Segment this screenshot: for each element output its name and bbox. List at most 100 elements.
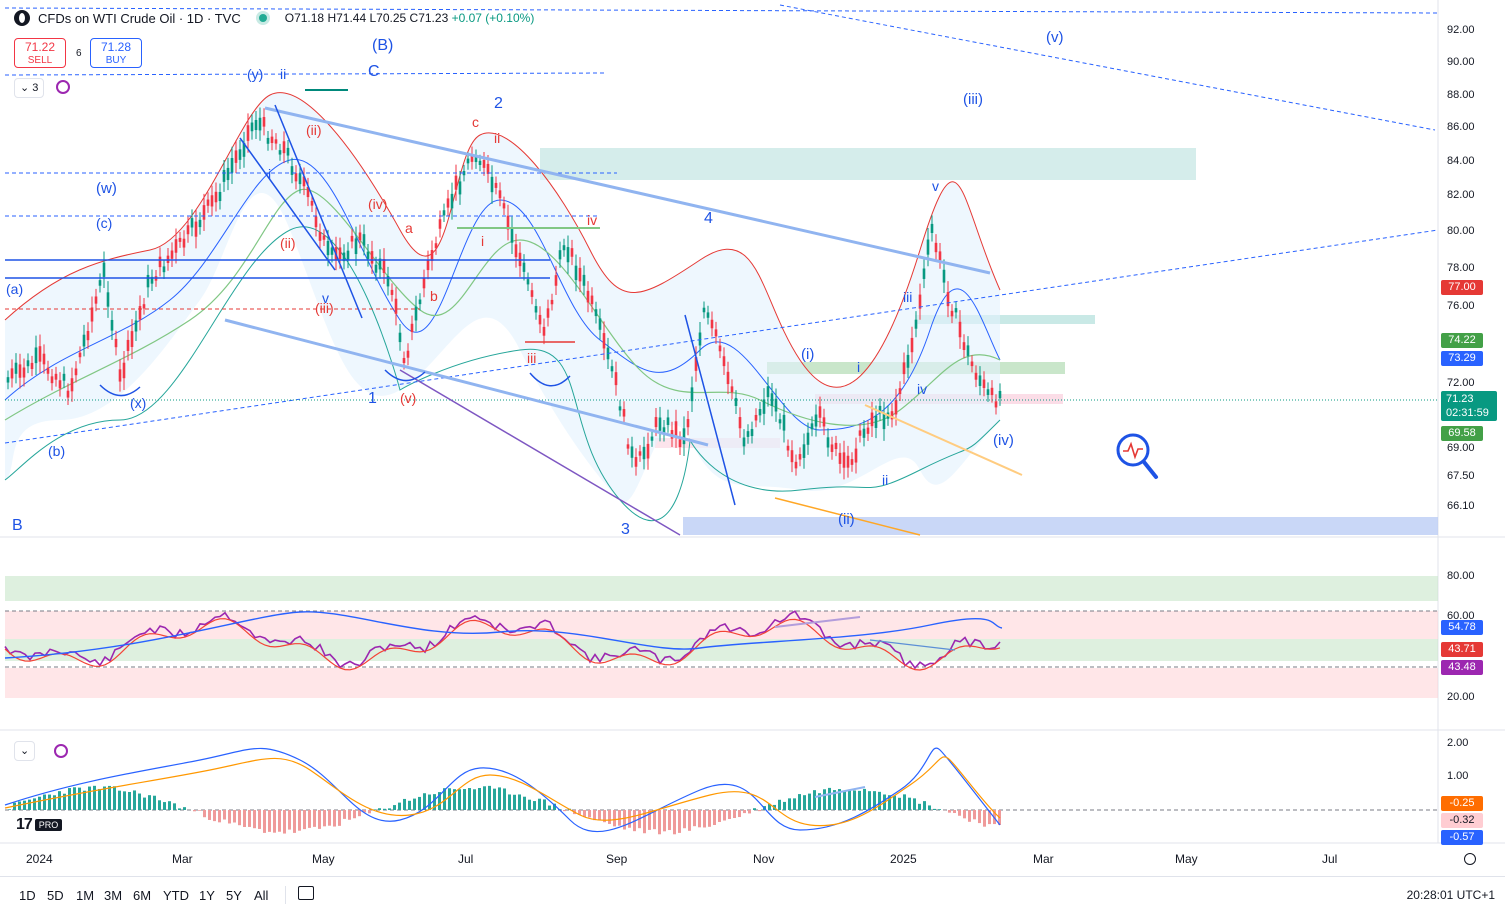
candle-body [47,368,50,374]
candle-body [131,331,134,347]
candle-body [163,266,166,272]
candle-body [99,280,102,286]
macd-bar [513,795,516,810]
macd-bar [238,810,241,825]
candle-body [467,159,470,164]
sell-button[interactable]: 71.22 SELL [14,38,66,68]
candle-body [583,275,586,286]
macd-bar [563,810,566,811]
macd-bar [783,802,786,810]
buy-price: 71.28 [91,40,141,54]
symbol-title[interactable]: CFDs on WTI Crude Oil · 1D · TVC [38,11,241,26]
candle-body [367,252,370,259]
rsi-signal-badge: 43.71 [1441,642,1483,657]
candle-body [715,329,718,336]
macd-bar [263,810,266,833]
timeframe-1m[interactable]: 1M [76,888,94,903]
rsi-axis-label: 20.00 [1447,691,1475,703]
macd-collapse-toggle[interactable]: ⌄ [14,741,35,761]
timeframe-ytd[interactable]: YTD [163,888,189,903]
refresh-icon[interactable] [56,80,70,94]
candle-body [779,419,782,423]
candle-body [231,158,234,173]
date-axis-label: Jul [458,852,473,866]
candle-body [103,263,106,277]
macd-bar [378,808,381,810]
candle-body [139,306,142,320]
buy-button[interactable]: 71.28 BUY [90,38,142,68]
candle-body [287,148,290,156]
timeframe-5y[interactable]: 5Y [226,888,242,903]
candle-body [495,183,498,188]
macd-bar [968,810,971,822]
macd-bar [73,787,76,810]
date-range-icon[interactable] [298,886,314,900]
candle-body [571,248,574,257]
candle-body [119,369,122,381]
macd-bar [493,789,496,810]
macd-bar [858,791,861,810]
candle-body [523,263,526,272]
candle-body [839,453,842,464]
macd-bar [863,789,866,810]
candle-body [683,428,686,444]
macd-bar [478,788,481,810]
wave-label: i [268,166,271,182]
macd-bar [958,810,961,816]
timeframe-6m[interactable]: 6M [133,888,151,903]
macd-bar [503,788,506,810]
macd-bar [878,792,881,810]
timeframe-5d[interactable]: 5D [47,888,64,903]
macd-bar [533,801,536,810]
wave-label: (b) [48,443,65,459]
macd-bar [698,810,701,827]
macd-bar [183,807,186,810]
macd-bar [283,810,286,834]
candle-body [31,363,34,369]
timeframe-3m[interactable]: 3M [104,888,122,903]
wave-label: 4 [704,210,713,228]
macd-bar [703,810,706,827]
macd-bar [28,800,31,810]
candle-body [11,368,14,378]
indicators-collapse-toggle[interactable]: ⌄ 3 [14,78,44,98]
candle-body [187,225,190,234]
timeframe-all[interactable]: All [254,888,268,903]
macd-bar [598,810,601,820]
search-magnifier-icon[interactable] [1118,435,1156,477]
candle-body [499,190,502,198]
candle-body [59,380,62,388]
candle-body [963,342,966,350]
candle-body [775,399,778,412]
tradingview-logo: 17 PRO [16,816,62,834]
macd-bar [93,786,96,810]
market-status-icon[interactable] [259,14,267,22]
wave-label: (c) [96,215,112,231]
macd-bar [158,800,161,810]
utc-clock[interactable]: 20:28:01 UTC+1 [1407,888,1495,902]
wave-label: (iii) [963,91,983,108]
macd-bar [243,810,246,827]
settings-icon[interactable] [1464,853,1476,865]
timeframe-1d[interactable]: 1D [19,888,36,903]
candle-body [655,417,658,427]
refresh-icon[interactable] [54,744,68,758]
macd-bar [368,810,371,813]
macd-bar [178,808,181,810]
candle-body [87,331,90,340]
timeframe-1y[interactable]: 1Y [199,888,215,903]
macd-bar [488,786,491,810]
candle-body [763,399,766,413]
candle-body [855,449,858,463]
indicator-count: 3 [32,82,38,94]
macd-bar [253,810,256,828]
candle-body [423,279,426,289]
rsi-ma-badge: 54.78 [1441,620,1483,635]
macd-bar [658,810,661,834]
macd-bar [8,809,11,810]
macd-bar [98,789,101,810]
macd-bar [163,802,166,810]
macd-bar [728,810,731,819]
candle-body [895,400,898,414]
